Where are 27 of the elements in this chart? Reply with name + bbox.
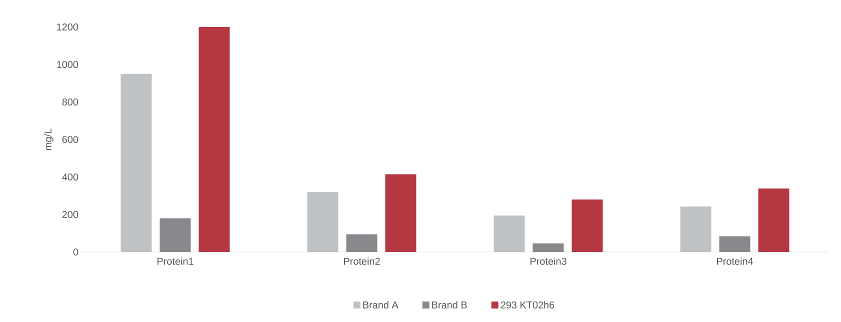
y-tick-label: 400 bbox=[62, 173, 78, 181]
y-axis-title: mg/L bbox=[44, 128, 54, 150]
bar bbox=[494, 215, 525, 252]
bar bbox=[120, 74, 152, 252]
x-tick-label: Protein3 bbox=[530, 258, 566, 265]
bar bbox=[532, 243, 564, 252]
bar bbox=[160, 218, 191, 252]
x-tick-label: Protein2 bbox=[344, 258, 380, 265]
bar bbox=[680, 206, 712, 252]
bar bbox=[385, 174, 416, 252]
bar bbox=[346, 234, 378, 252]
x-tick-label: Protein4 bbox=[717, 258, 754, 265]
y-tick-label: 200 bbox=[62, 210, 78, 218]
bar bbox=[198, 27, 230, 252]
y-tick-label: 600 bbox=[62, 136, 78, 144]
legend-label: Brand B bbox=[432, 301, 467, 308]
legend-label: Brand A bbox=[363, 301, 398, 308]
bar bbox=[758, 188, 790, 252]
y-tick-label: 800 bbox=[62, 98, 78, 106]
y-tick-label: 1200 bbox=[57, 23, 78, 31]
bar bbox=[719, 236, 750, 252]
bar bbox=[572, 200, 603, 252]
bar bbox=[307, 192, 338, 252]
y-tick-label: 0 bbox=[73, 248, 78, 256]
legend-label: 293 KT02h6 bbox=[500, 301, 554, 308]
y-tick-label: 1000 bbox=[57, 60, 78, 68]
x-tick-label: Protein1 bbox=[158, 258, 194, 265]
